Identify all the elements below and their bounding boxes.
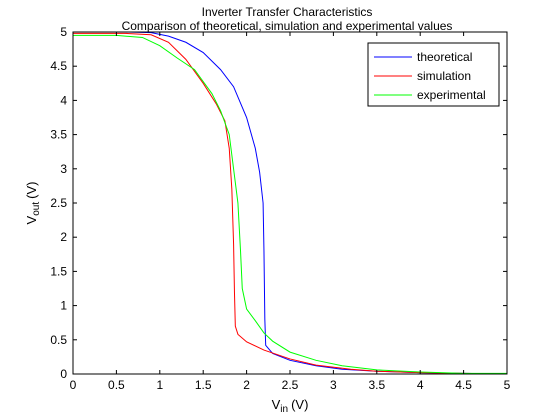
y-tick-label-1.5: 1.5	[50, 264, 67, 278]
x-tick-label-2.5: 2.5	[282, 378, 299, 392]
y-tick-label-0: 0	[60, 367, 67, 381]
chart-subtitle: Comparison of theoretical, simulation an…	[122, 19, 453, 33]
y-axis-title-unit: (V)	[24, 182, 39, 199]
y-tick-label-2: 2	[60, 230, 67, 244]
x-tick-label-4.5: 4.5	[455, 378, 472, 392]
x-tick-label-0: 0	[70, 378, 77, 392]
plot-frame	[72, 31, 508, 375]
x-axis-title-sub: in	[280, 404, 288, 415]
y-tick-label-0.5: 0.5	[50, 333, 67, 347]
x-axis-title-unit: (V)	[291, 397, 308, 412]
legend-label-theoretical: theoretical	[417, 50, 472, 64]
x-tick-label-0.5: 0.5	[108, 378, 125, 392]
series-layer	[73, 31, 508, 375]
x-tick-label-3.5: 3.5	[368, 378, 385, 392]
y-axis-title: Vout (V)	[24, 182, 42, 225]
tick-layer: 0 0.5 1 1.5 2 2.5 3 3.5 4 4.5 5 0 0.5 1 1.5 2 2.5 3 3.5 4 4.…	[50, 25, 510, 392]
x-tick-label-5: 5	[504, 378, 511, 392]
x-tick-label-1.5: 1.5	[195, 378, 212, 392]
x-axis-title-main: V	[272, 397, 281, 412]
x-tick-label-1: 1	[156, 378, 163, 392]
y-tick-label-2.5: 2.5	[50, 196, 67, 210]
y-tick-label-3: 3	[60, 162, 67, 176]
x-tick-label-2: 2	[243, 378, 250, 392]
legend: theoretical simulation experimental	[367, 42, 500, 107]
chart-title: Inverter Transfer Characteristics	[202, 5, 373, 19]
y-tick-label-4.5: 4.5	[50, 59, 67, 73]
y-tick-label-3.5: 3.5	[50, 128, 67, 142]
legend-label-simulation: simulation	[417, 69, 471, 83]
y-axis-title-sub: out	[31, 202, 42, 216]
y-tick-label-5: 5	[60, 25, 67, 39]
x-tick-label-3: 3	[330, 378, 337, 392]
series-line-experimental	[73, 34, 507, 374]
y-tick-label-1: 1	[60, 299, 67, 313]
legend-label-experimental: experimental	[417, 88, 486, 102]
x-tick-label-4: 4	[417, 378, 424, 392]
y-tick-label-4: 4	[60, 93, 67, 107]
y-axis-title-main: V	[24, 215, 39, 224]
x-axis-title: Vin (V)	[272, 397, 309, 415]
series-line-simulation	[73, 32, 508, 375]
